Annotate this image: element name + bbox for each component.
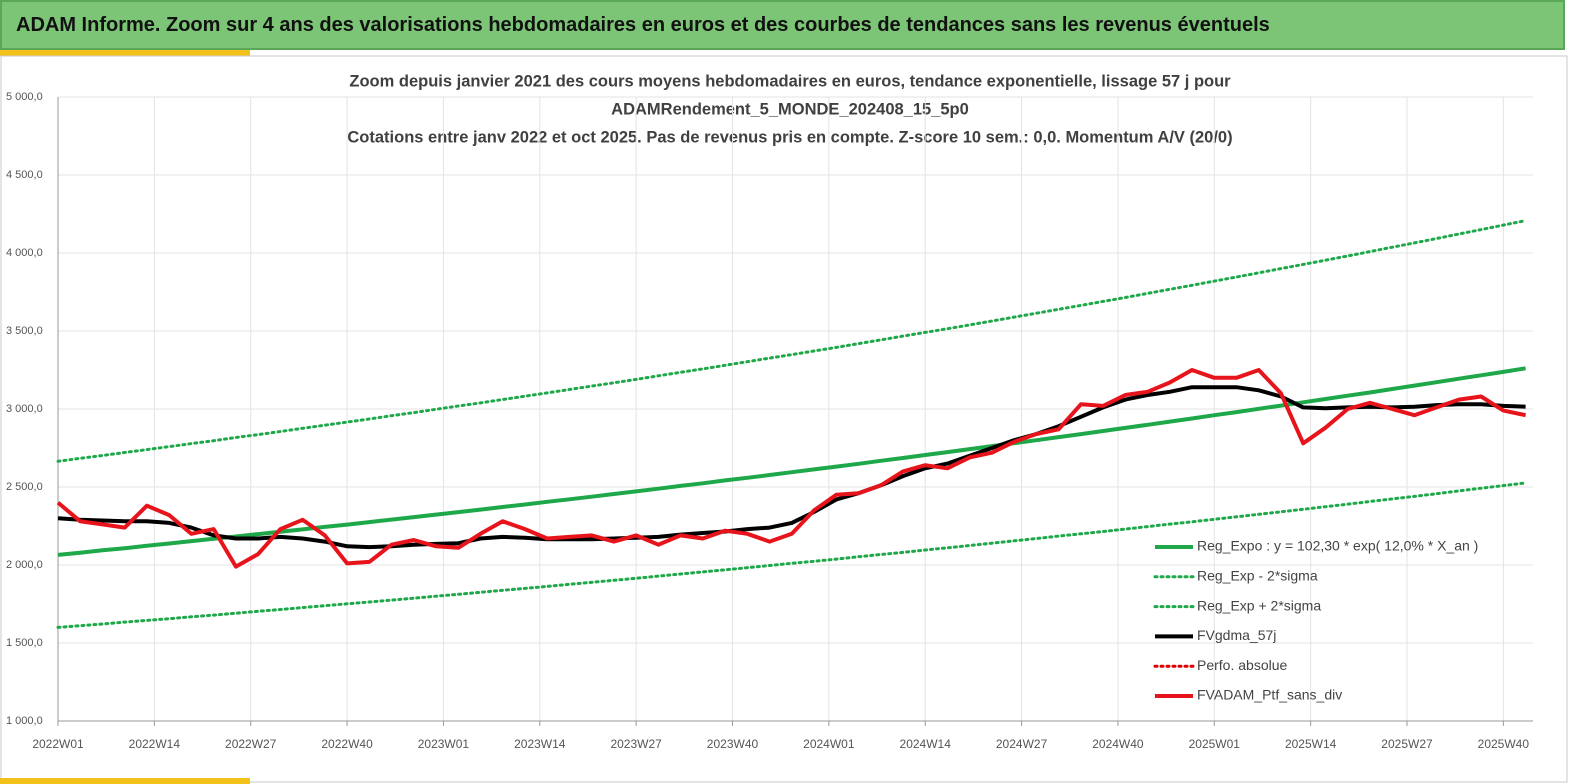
legend-label: Reg_Exp - 2*sigma bbox=[1197, 568, 1318, 584]
x-tick-label: 2022W40 bbox=[321, 737, 373, 751]
legend-label: Perfo. absolue bbox=[1197, 657, 1287, 673]
x-tick-label: 2023W01 bbox=[418, 737, 470, 751]
header-title: ADAM Informe. Zoom sur 4 ans des valoris… bbox=[0, 0, 1565, 50]
y-tick-label: 3 000,0 bbox=[6, 403, 43, 415]
y-tick-label: 1 000,0 bbox=[6, 715, 43, 727]
legend-label: FVADAM_Ptf_sans_div bbox=[1197, 687, 1342, 703]
y-tick-label: 4 500,0 bbox=[6, 169, 43, 181]
y-tick-label: 1 500,0 bbox=[6, 637, 43, 649]
x-tick-label: 2025W14 bbox=[1285, 737, 1337, 751]
y-tick-label: 2 500,0 bbox=[6, 481, 43, 493]
y-tick-label: 2 000,0 bbox=[6, 559, 43, 571]
chart-title: Cotations entre janv 2022 et oct 2025. P… bbox=[347, 128, 1232, 146]
series-line bbox=[57, 385, 1526, 550]
x-tick-label: 2024W01 bbox=[803, 737, 855, 751]
chart-title: ADAMRendement_5_MONDE_202408_15_5p0 bbox=[611, 100, 969, 118]
chart-frame bbox=[0, 55, 1568, 783]
x-tick-label: 2023W40 bbox=[707, 737, 759, 751]
legend-label: Reg_Exp + 2*sigma bbox=[1197, 597, 1321, 613]
x-tick-label: 2023W14 bbox=[514, 737, 566, 751]
y-tick-label: 3 500,0 bbox=[6, 325, 43, 337]
x-tick-label: 2023W27 bbox=[610, 737, 662, 751]
series-line bbox=[56, 219, 1528, 463]
x-tick-label: 2025W40 bbox=[1478, 737, 1530, 751]
x-tick-label: 2024W14 bbox=[900, 737, 952, 751]
chart-title: Zoom depuis janvier 2021 des cours moyen… bbox=[349, 72, 1231, 90]
x-tick-label: 2025W27 bbox=[1381, 737, 1433, 751]
y-tick-label: 5 000,0 bbox=[6, 91, 43, 103]
x-tick-label: 2024W27 bbox=[996, 737, 1048, 751]
series-line bbox=[56, 481, 1528, 629]
x-tick-label: 2022W14 bbox=[129, 737, 181, 751]
legend-label: FVgdma_57j bbox=[1197, 627, 1276, 643]
x-tick-label: 2022W27 bbox=[225, 737, 277, 751]
x-tick-label: 2025W01 bbox=[1189, 737, 1241, 751]
accent-bar bbox=[0, 778, 250, 784]
accent-bar bbox=[0, 50, 250, 56]
series-line bbox=[57, 366, 1526, 557]
series-line bbox=[56, 368, 1527, 569]
x-tick-label: 2024W40 bbox=[1092, 737, 1144, 751]
legend-label: Reg_Expo : y = 102,30 * exp( 12,0% * X_a… bbox=[1197, 538, 1478, 554]
y-tick-label: 4 000,0 bbox=[6, 247, 43, 259]
x-tick-label: 2022W01 bbox=[32, 737, 84, 751]
